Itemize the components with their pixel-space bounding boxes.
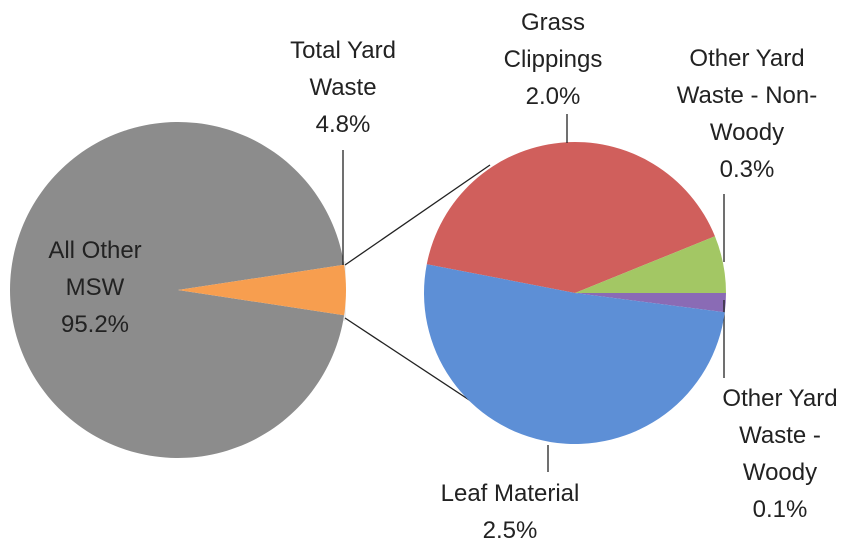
category-label: Other Yard Waste - Non-Woody [676, 45, 818, 146]
value-label: 0.1% [752, 496, 808, 523]
pie-slice [575, 236, 726, 293]
category-label: Grass Clippings [503, 9, 603, 73]
connector [344, 164, 491, 266]
category-label: Total Yard Waste [290, 37, 396, 101]
slice-label: Leaf Material 2.5% [405, 475, 615, 549]
pie-slice [575, 292, 726, 313]
slice-label: Other Yard Waste - Non-Woody 0.3% [662, 40, 832, 188]
value-label: 95.2% [60, 311, 130, 338]
value-label: 2.5% [482, 517, 538, 544]
slice-label: Total Yard Waste 4.8% [273, 32, 413, 143]
pie-slice [10, 122, 345, 459]
value-label: 2.0% [525, 83, 581, 110]
category-label: Leaf Material [440, 480, 580, 507]
pie-slice [178, 264, 346, 316]
slice-label: Grass Clippings 2.0% [483, 4, 623, 115]
category-label: All Other MSW [48, 237, 142, 301]
pie-slice [423, 264, 725, 445]
value-label: 4.8% [315, 111, 371, 138]
slice-label: All Other MSW 95.2% [20, 232, 170, 343]
slice-label: Other Yard Waste - Woody 0.1% [705, 380, 852, 528]
value-label: 0.3% [719, 156, 775, 183]
category-label: Other Yard Waste - Woody [722, 385, 838, 486]
pie-slice [426, 142, 715, 293]
